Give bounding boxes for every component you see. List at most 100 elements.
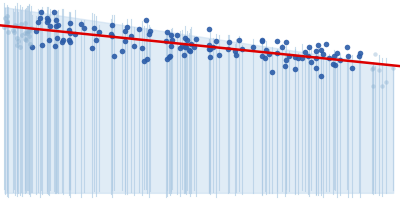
Point: [318, 74, 324, 77]
Point: [163, 39, 169, 42]
Point: [2, 16, 8, 20]
Point: [186, 49, 192, 52]
Point: [259, 54, 266, 57]
Point: [226, 40, 232, 43]
Point: [187, 49, 194, 52]
Point: [306, 45, 312, 49]
Point: [181, 54, 187, 57]
Point: [15, 39, 21, 42]
Point: [182, 37, 189, 40]
Point: [184, 38, 190, 41]
Point: [168, 45, 174, 48]
Point: [188, 43, 194, 46]
Point: [109, 34, 116, 37]
Point: [216, 54, 223, 57]
Point: [168, 38, 175, 41]
Point: [308, 60, 314, 63]
Point: [108, 32, 115, 35]
Point: [54, 36, 60, 40]
Point: [118, 50, 125, 53]
Point: [313, 50, 320, 53]
Point: [35, 21, 41, 24]
Point: [315, 44, 321, 47]
Point: [166, 54, 173, 58]
Point: [176, 46, 183, 50]
Point: [206, 47, 212, 50]
Point: [59, 38, 66, 41]
Point: [14, 25, 21, 28]
Point: [122, 39, 128, 42]
Point: [259, 39, 266, 42]
Point: [379, 84, 386, 87]
Point: [33, 29, 39, 33]
Point: [146, 33, 152, 36]
Point: [81, 27, 88, 30]
Point: [210, 45, 216, 48]
Point: [122, 29, 128, 32]
Point: [302, 50, 308, 54]
Point: [4, 15, 10, 18]
Point: [313, 56, 320, 59]
Point: [344, 54, 351, 57]
Point: [164, 58, 170, 61]
Point: [14, 44, 20, 47]
Point: [283, 40, 289, 43]
Point: [174, 34, 180, 37]
Point: [320, 53, 326, 56]
Point: [370, 66, 376, 69]
Point: [26, 42, 33, 45]
Point: [326, 57, 332, 60]
Point: [96, 30, 102, 33]
Point: [323, 42, 329, 46]
Point: [136, 27, 142, 30]
Point: [164, 31, 170, 34]
Point: [313, 66, 320, 69]
Point: [178, 44, 185, 47]
Point: [4, 22, 10, 25]
Point: [11, 30, 17, 34]
Point: [67, 32, 73, 35]
Point: [26, 35, 32, 38]
Point: [24, 32, 31, 35]
Point: [78, 22, 84, 26]
Point: [38, 44, 45, 47]
Point: [206, 43, 212, 46]
Point: [233, 53, 240, 56]
Point: [305, 55, 311, 58]
Point: [357, 51, 364, 54]
Point: [29, 45, 35, 48]
Point: [286, 54, 293, 58]
Point: [72, 33, 78, 36]
Point: [193, 38, 200, 41]
Point: [10, 29, 16, 32]
Point: [265, 52, 272, 56]
Point: [46, 38, 52, 41]
Point: [17, 45, 23, 48]
Point: [124, 25, 130, 28]
Point: [225, 48, 232, 51]
Point: [236, 38, 242, 42]
Point: [371, 53, 378, 56]
Point: [44, 19, 51, 22]
Point: [292, 55, 298, 59]
Point: [13, 36, 20, 39]
Point: [274, 52, 280, 55]
Point: [109, 23, 115, 26]
Point: [139, 46, 146, 50]
Point: [52, 44, 58, 48]
Point: [283, 59, 289, 62]
Point: [24, 29, 31, 32]
Point: [91, 27, 98, 30]
Point: [58, 41, 65, 44]
Point: [47, 25, 53, 28]
Point: [282, 65, 288, 68]
Point: [349, 67, 355, 70]
Point: [263, 48, 270, 51]
Point: [21, 21, 28, 24]
Point: [181, 46, 188, 49]
Point: [141, 59, 147, 62]
Point: [19, 33, 25, 36]
Point: [4, 21, 10, 24]
Point: [67, 21, 74, 25]
Point: [93, 38, 99, 42]
